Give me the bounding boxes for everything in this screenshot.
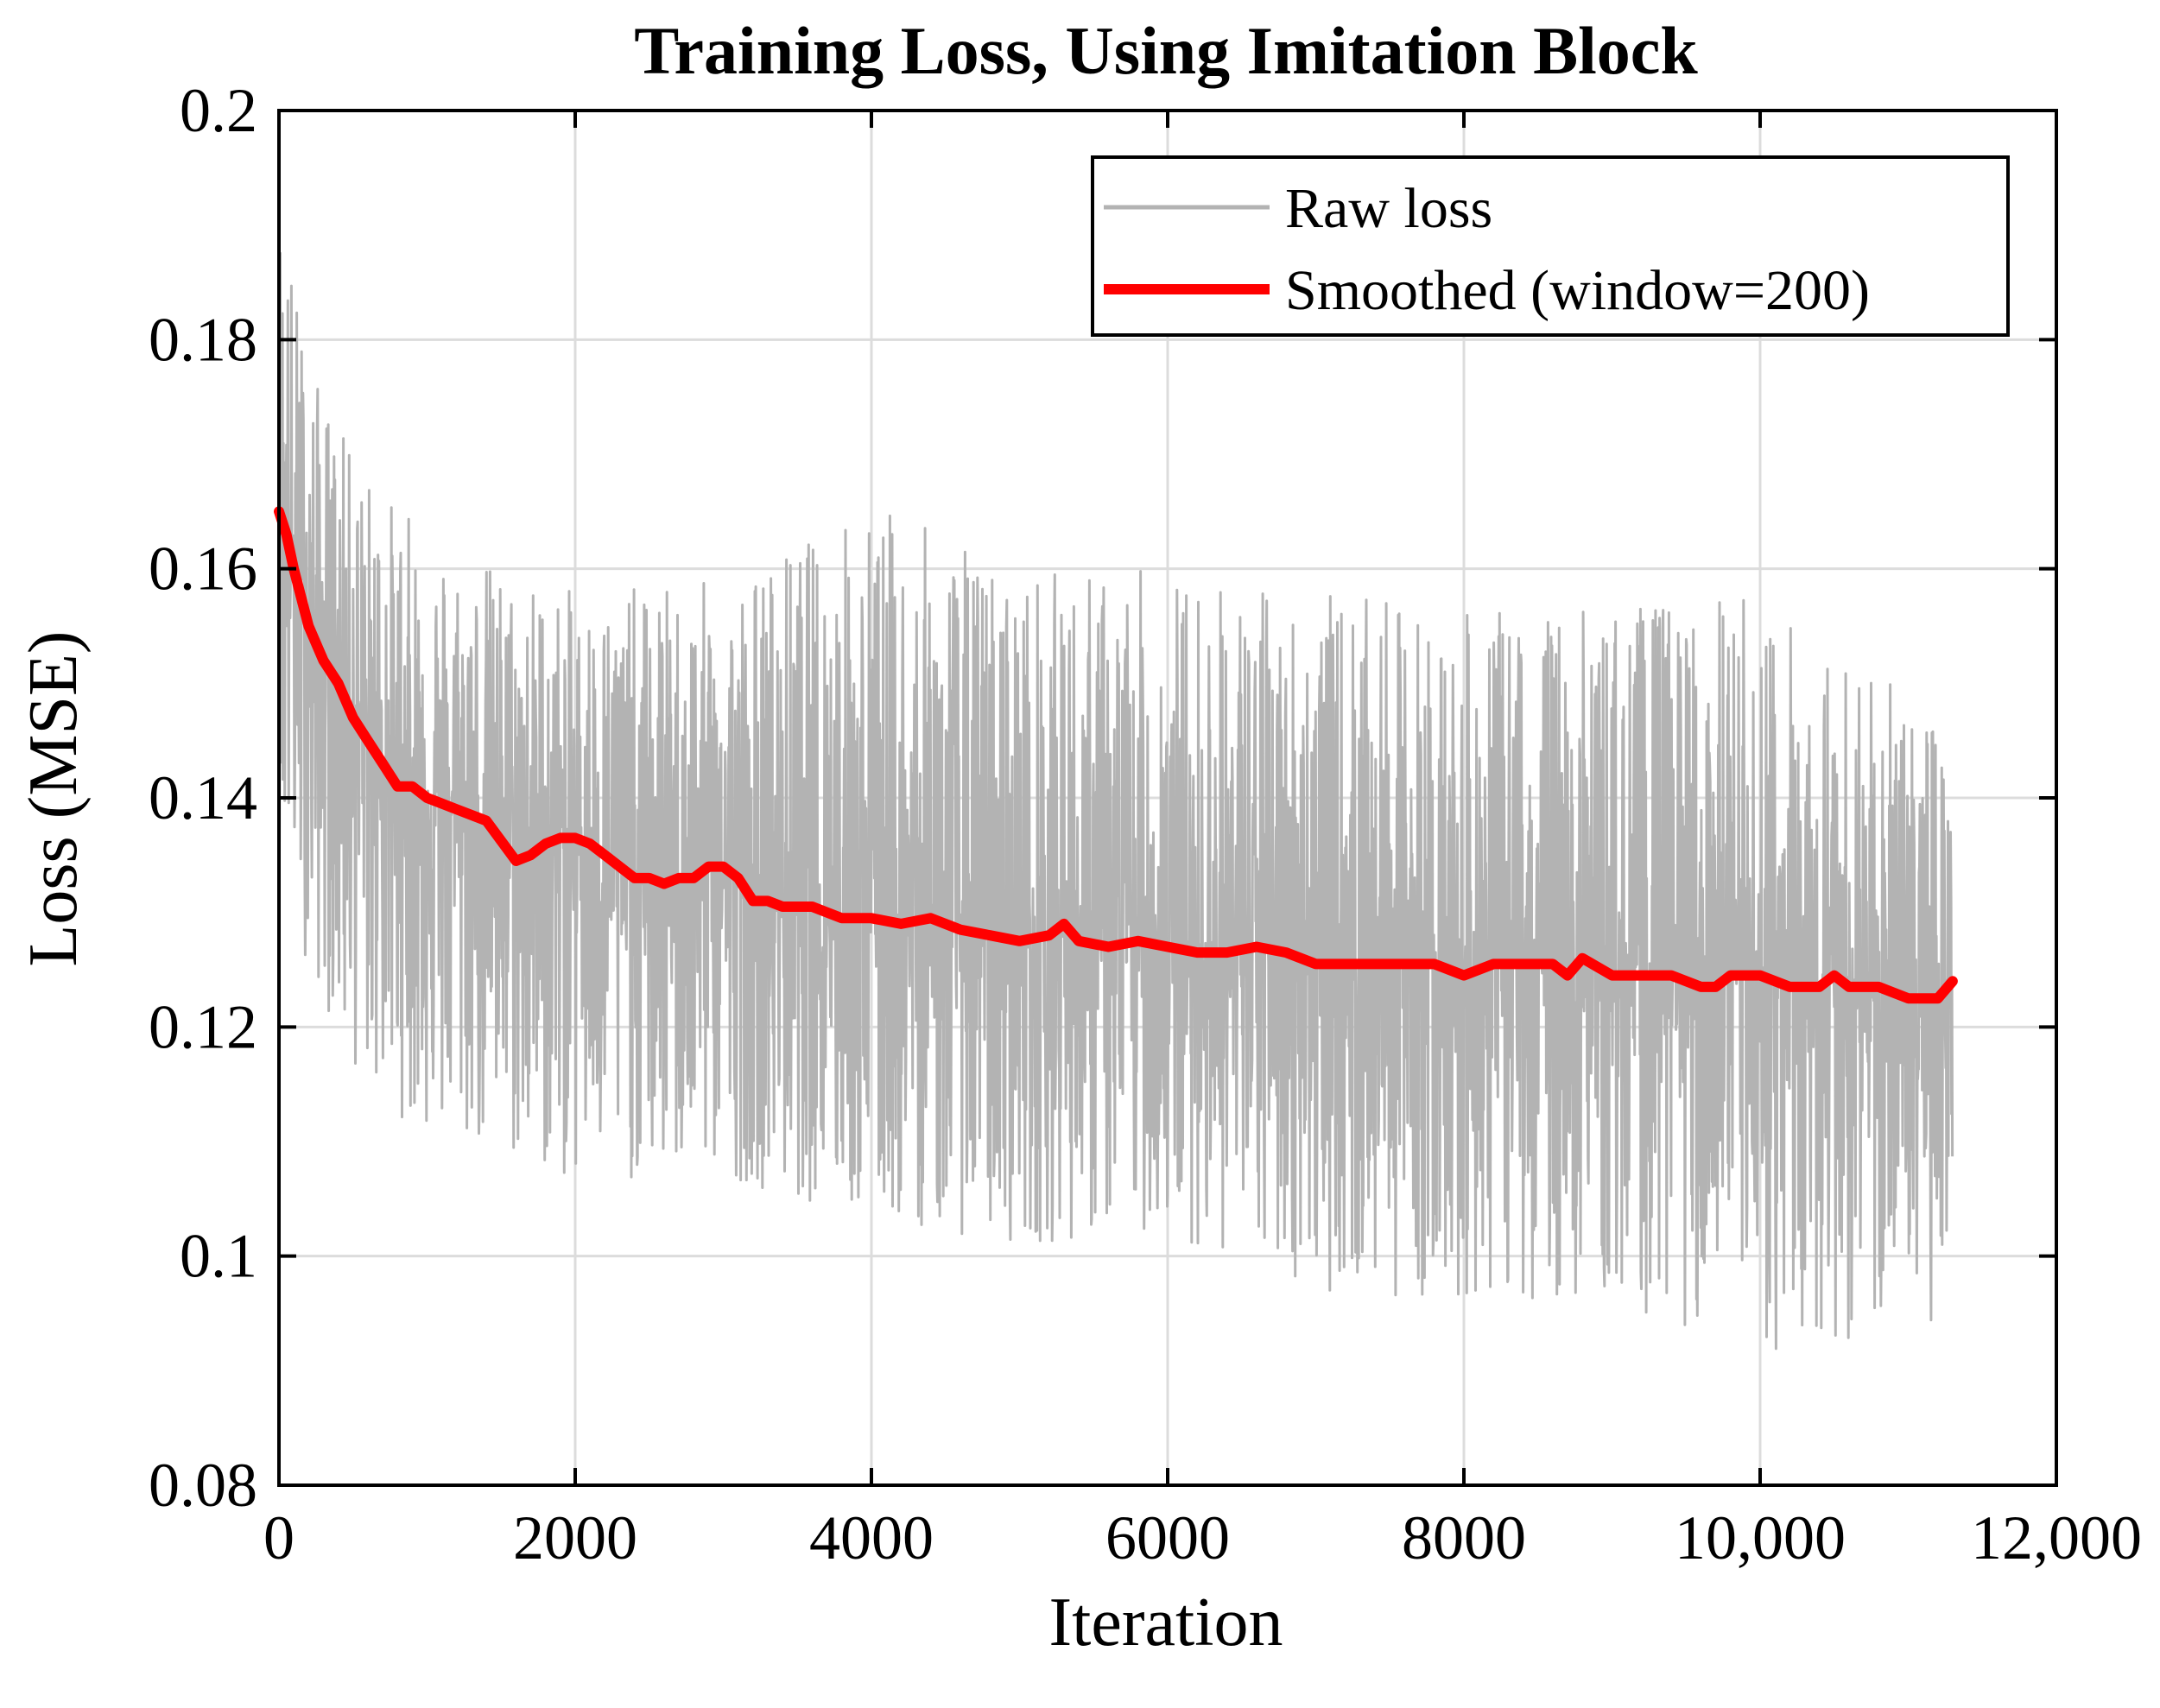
y-tick-label: 0.16 [149, 535, 257, 604]
x-tick-labels: 0 2000 4000 6000 8000 10,000 12,000 [263, 1503, 2142, 1572]
x-tick-label: 8000 [1402, 1503, 1526, 1572]
y-tick-label: 0.14 [149, 763, 257, 832]
x-tick-label: 6000 [1105, 1503, 1230, 1572]
x-tick-label: 4000 [809, 1503, 934, 1572]
chart-title: Training Loss, Using Imitation Block [634, 13, 1698, 88]
smoothed-line [274, 506, 1958, 1004]
x-axis-label: Iteration [1049, 1585, 1283, 1661]
y-tick-label: 0.1 [180, 1222, 257, 1291]
y-tick-label: 0.12 [149, 992, 257, 1061]
y-tick-label: 0.18 [149, 305, 257, 374]
legend-smoothed-label: Smoothed (window=200) [1285, 259, 1870, 322]
y-tick-labels: 0.08 0.1 0.12 0.14 0.16 0.18 0.2 [149, 76, 257, 1520]
x-tick-label: 12,000 [1971, 1503, 2142, 1572]
y-axis-label: Loss (MSE) [16, 631, 92, 967]
x-tick-label: 0 [263, 1503, 295, 1572]
legend-box [1091, 155, 2010, 337]
x-tick-label: 2000 [513, 1503, 637, 1572]
smoothed-series [274, 506, 1958, 1004]
legend-raw-label: Raw loss [1285, 177, 1492, 240]
y-tick-label: 0.2 [180, 76, 257, 145]
x-tick-label: 10,000 [1675, 1503, 1846, 1572]
axis-ticks [277, 109, 2058, 1487]
y-tick-label: 0.08 [149, 1451, 257, 1520]
legend: Raw loss Smoothed (window=200) [1091, 155, 2010, 337]
